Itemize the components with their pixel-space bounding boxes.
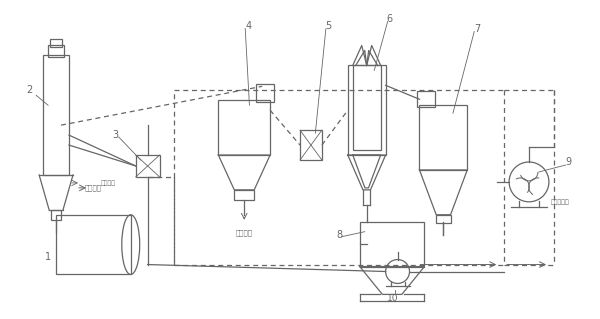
Bar xyxy=(48,46,64,57)
Bar xyxy=(234,190,254,200)
Text: 入三次风管: 入三次风管 xyxy=(551,199,569,204)
Bar xyxy=(353,65,380,150)
Text: 入分解炉: 入分解炉 xyxy=(101,180,116,186)
Text: 入分解炉: 入分解炉 xyxy=(236,229,253,236)
Text: 4: 4 xyxy=(245,21,251,31)
Text: 5: 5 xyxy=(325,21,331,31)
Bar xyxy=(348,65,386,155)
Bar xyxy=(50,39,62,48)
Text: 6: 6 xyxy=(386,14,392,24)
Bar xyxy=(436,215,451,223)
Bar xyxy=(51,210,61,220)
Text: 7: 7 xyxy=(474,24,481,33)
Bar xyxy=(418,91,436,107)
Text: 3: 3 xyxy=(113,130,119,140)
Bar xyxy=(136,155,160,177)
Bar xyxy=(300,130,322,160)
Bar xyxy=(43,56,69,175)
Bar xyxy=(256,84,274,102)
Text: 入分解炉: 入分解炉 xyxy=(85,185,101,191)
Bar xyxy=(419,105,467,170)
Text: 1: 1 xyxy=(45,252,51,262)
Text: 2: 2 xyxy=(26,85,32,95)
Text: 8: 8 xyxy=(337,230,343,240)
Text: 10: 10 xyxy=(387,294,398,303)
Text: 9: 9 xyxy=(566,157,572,167)
Bar xyxy=(360,222,424,267)
Bar xyxy=(56,215,131,274)
Bar xyxy=(218,100,270,155)
